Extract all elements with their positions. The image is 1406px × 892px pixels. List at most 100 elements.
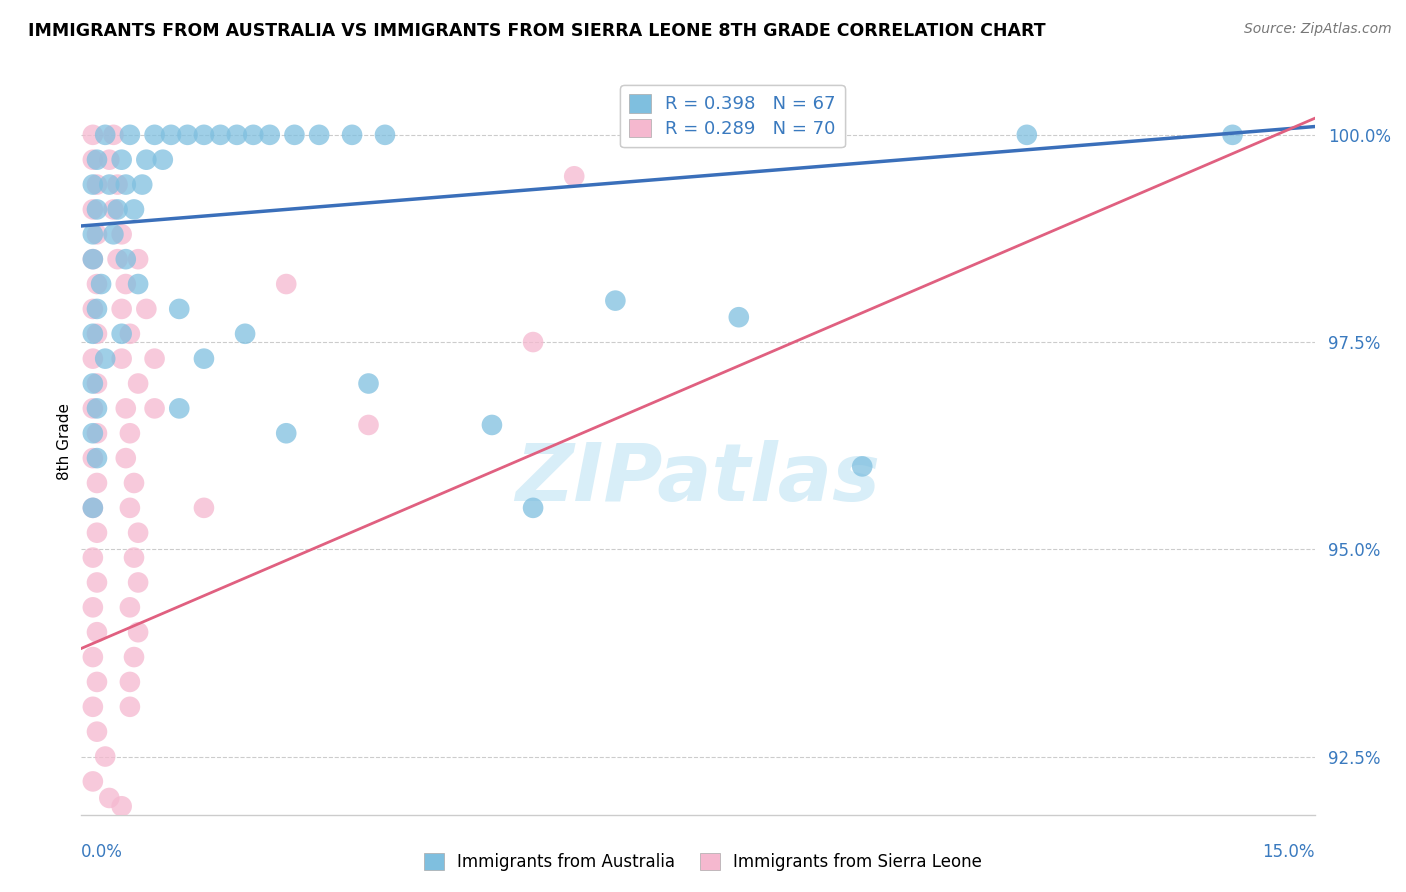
Point	[122, 202, 145, 217]
Point	[107, 202, 129, 217]
Point	[193, 351, 215, 366]
Point	[86, 674, 108, 689]
Point	[86, 724, 108, 739]
Point	[82, 650, 104, 665]
Point	[82, 252, 104, 267]
Point	[86, 525, 108, 540]
Point	[86, 475, 108, 490]
Point	[160, 128, 183, 142]
Point	[98, 791, 121, 805]
Point	[82, 401, 104, 416]
Point	[103, 202, 125, 217]
Point	[82, 178, 104, 192]
Point	[111, 227, 134, 242]
Point	[522, 500, 544, 515]
Point	[114, 277, 136, 291]
Point	[82, 774, 104, 789]
Point	[143, 351, 166, 366]
Point	[357, 417, 380, 432]
Point	[114, 178, 136, 192]
Point	[86, 426, 108, 441]
Point	[522, 334, 544, 349]
Point	[86, 451, 108, 466]
Point	[82, 376, 104, 391]
Text: 0.0%: 0.0%	[80, 843, 122, 861]
Point	[82, 202, 104, 217]
Point	[82, 550, 104, 565]
Point	[86, 153, 108, 167]
Point	[167, 401, 190, 416]
Point	[107, 178, 129, 192]
Point	[135, 153, 157, 167]
Point	[94, 351, 117, 366]
Point	[103, 227, 125, 242]
Point	[111, 799, 134, 814]
Point	[82, 227, 104, 242]
Point	[276, 426, 298, 441]
Point	[1015, 128, 1038, 142]
Point	[86, 301, 108, 316]
Point	[118, 600, 141, 615]
Point	[82, 451, 104, 466]
Point	[118, 326, 141, 341]
Text: 15.0%: 15.0%	[1263, 843, 1315, 861]
Point	[86, 625, 108, 640]
Point	[82, 326, 104, 341]
Point	[276, 277, 298, 291]
Point	[86, 202, 108, 217]
Point	[82, 426, 104, 441]
Point	[127, 252, 149, 267]
Point	[86, 401, 108, 416]
Point	[82, 500, 104, 515]
Legend: R = 0.398   N = 67, R = 0.289   N = 70: R = 0.398 N = 67, R = 0.289 N = 70	[620, 85, 845, 147]
Point	[86, 178, 108, 192]
Point	[82, 351, 104, 366]
Point	[340, 128, 363, 142]
Point	[86, 575, 108, 590]
Point	[242, 128, 264, 142]
Point	[127, 376, 149, 391]
Text: Source: ZipAtlas.com: Source: ZipAtlas.com	[1244, 22, 1392, 37]
Point	[810, 128, 832, 142]
Point	[82, 699, 104, 714]
Text: IMMIGRANTS FROM AUSTRALIA VS IMMIGRANTS FROM SIERRA LEONE 8TH GRADE CORRELATION : IMMIGRANTS FROM AUSTRALIA VS IMMIGRANTS …	[28, 22, 1046, 40]
Point	[114, 451, 136, 466]
Point	[107, 252, 129, 267]
Point	[127, 575, 149, 590]
Point	[94, 128, 117, 142]
Point	[176, 128, 198, 142]
Point	[122, 650, 145, 665]
Point	[122, 550, 145, 565]
Point	[209, 128, 232, 142]
Point	[308, 128, 330, 142]
Point	[94, 749, 117, 764]
Point	[90, 277, 112, 291]
Point	[98, 178, 121, 192]
Point	[562, 169, 585, 184]
Point	[143, 128, 166, 142]
Point	[86, 326, 108, 341]
Point	[143, 401, 166, 416]
Point	[82, 600, 104, 615]
Point	[152, 153, 174, 167]
Point	[131, 178, 153, 192]
Point	[111, 351, 134, 366]
Point	[98, 153, 121, 167]
Point	[122, 475, 145, 490]
Point	[127, 625, 149, 640]
Point	[851, 459, 873, 474]
Point	[82, 153, 104, 167]
Point	[118, 128, 141, 142]
Point	[86, 376, 108, 391]
Point	[357, 376, 380, 391]
Point	[605, 293, 627, 308]
Point	[118, 699, 141, 714]
Point	[481, 417, 503, 432]
Point	[1222, 128, 1244, 142]
Point	[111, 301, 134, 316]
Point	[82, 128, 104, 142]
Point	[374, 128, 396, 142]
Point	[86, 277, 108, 291]
Point	[118, 426, 141, 441]
Point	[118, 500, 141, 515]
